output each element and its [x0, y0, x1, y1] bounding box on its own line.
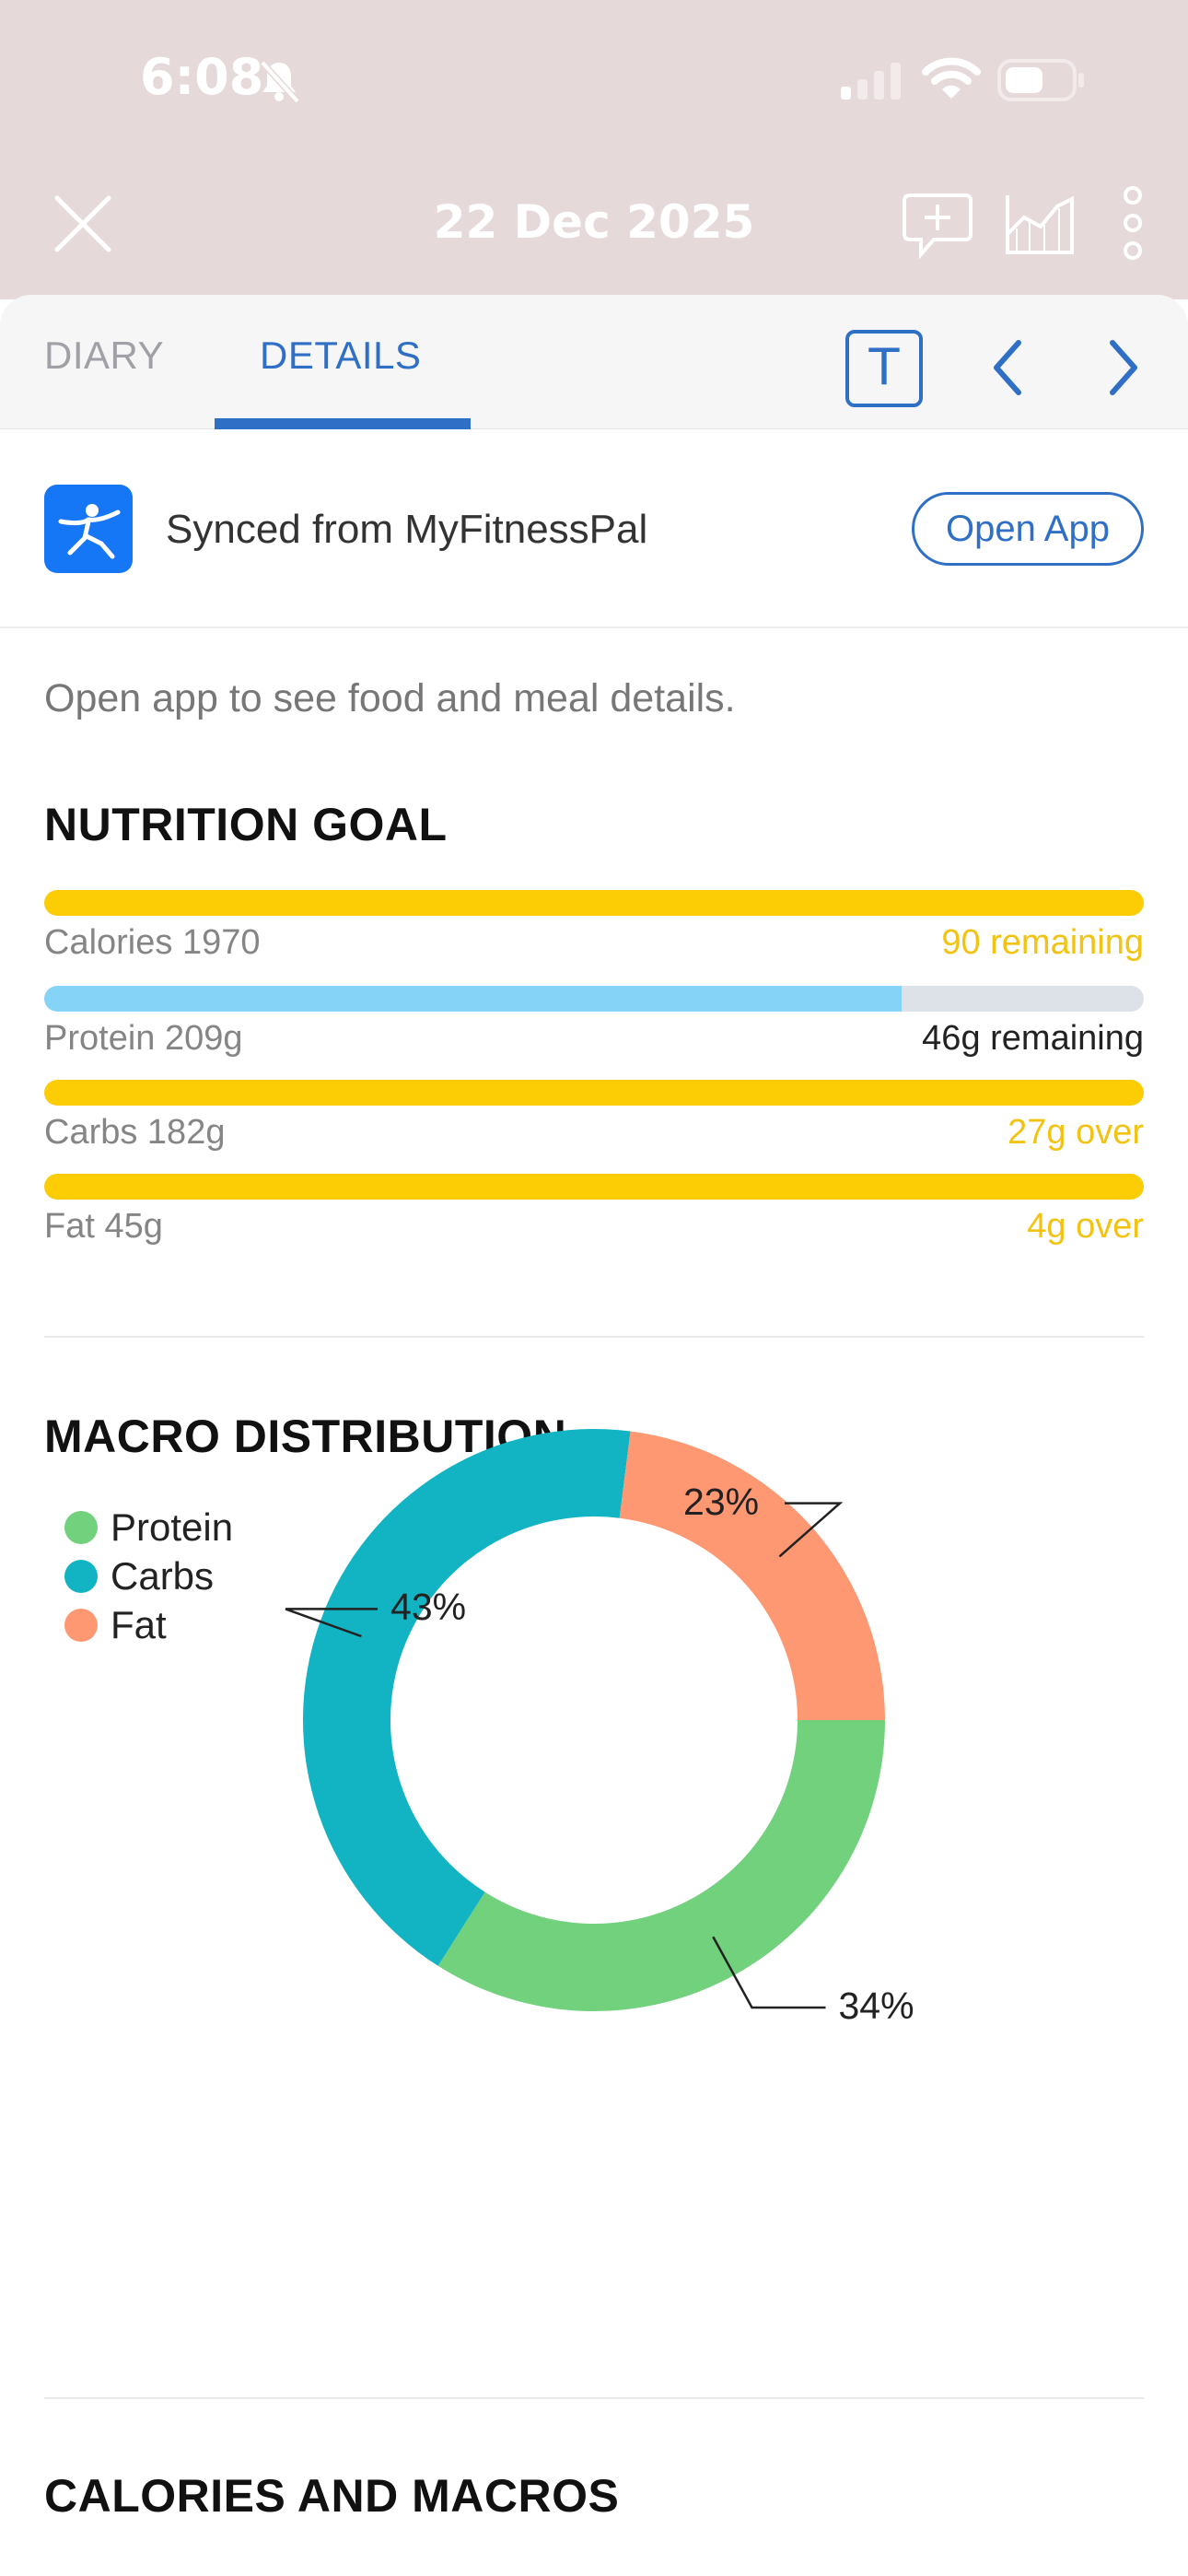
- goal-bar-track: [44, 1174, 1144, 1200]
- nutrition-goal-title: NUTRITION GOAL: [44, 799, 448, 850]
- chart-icon[interactable]: [1004, 192, 1076, 261]
- wifi-icon: [921, 55, 982, 106]
- active-tab-indicator: [215, 418, 471, 429]
- calories-macros-title: CALORIES AND MACROS: [44, 2470, 620, 2522]
- goal-label: Fat 45g: [44, 1207, 163, 1246]
- goal-status: 46g remaining: [922, 1019, 1144, 1058]
- details-hint: Open app to see food and meal details.: [44, 676, 736, 720]
- goal-label: Protein 209g: [44, 1019, 243, 1058]
- legend-label: Carbs: [111, 1554, 215, 1598]
- status-time: 6:08: [140, 48, 264, 106]
- donut-slice-protein[interactable]: [437, 1720, 885, 2011]
- battery-icon: [997, 59, 1086, 106]
- donut-slice-fat[interactable]: [619, 1431, 886, 1720]
- goal-bar-fill: [44, 1080, 1144, 1106]
- goal-bar-fill: [44, 890, 1144, 916]
- macro-donut-chart: [285, 1428, 886, 2011]
- donut-slice-carbs[interactable]: [302, 1428, 631, 1966]
- add-comment-icon[interactable]: [901, 192, 974, 266]
- legend-label: Protein: [111, 1505, 234, 1549]
- donut-percent-label: 43%: [390, 1586, 467, 1629]
- goal-bar-track: [44, 1080, 1144, 1106]
- chevron-right-icon[interactable]: [1101, 335, 1146, 404]
- chevron-left-icon[interactable]: [985, 335, 1030, 404]
- tab-details[interactable]: DETAILS: [260, 334, 422, 377]
- goal-label: Carbs 182g: [44, 1113, 226, 1152]
- sync-row: Synced from MyFitnessPal Open App: [0, 429, 1188, 628]
- goal-row-fat: Fat 45g 4g over: [44, 1174, 1144, 1257]
- goal-bar-fill: [44, 1174, 1144, 1200]
- donut-leader-line: [778, 1502, 844, 1558]
- goal-status: 90 remaining: [941, 923, 1144, 962]
- section-divider: [44, 2397, 1144, 2399]
- section-divider: [44, 1336, 1144, 1338]
- tab-diary[interactable]: DIARY: [44, 334, 165, 377]
- close-icon[interactable]: [48, 189, 118, 259]
- goal-row-protein: Protein 209g 46g remaining: [44, 986, 1144, 1069]
- donut-percent-label: 23%: [683, 1480, 760, 1523]
- donut-leader-line: [285, 1608, 379, 1638]
- goal-bar-track: [44, 890, 1144, 916]
- bell-muted-icon: [255, 57, 303, 110]
- cellular-signal-icon: [841, 61, 905, 106]
- donut-percent-label: 34%: [838, 1984, 914, 2027]
- legend-dot: [64, 1609, 98, 1642]
- goal-status: 4g over: [1027, 1207, 1144, 1246]
- goal-label: Calories 1970: [44, 923, 261, 962]
- legend-dot: [64, 1511, 98, 1544]
- goal-row-carbs: Carbs 182g 27g over: [44, 1080, 1144, 1163]
- open-app-button[interactable]: Open App: [912, 492, 1144, 566]
- nav-bar: [0, 161, 1188, 299]
- legend-label: Fat: [111, 1603, 167, 1646]
- more-options-icon[interactable]: [1114, 184, 1151, 266]
- donut-leader-line: [712, 1936, 826, 2009]
- status-bar: 6:08: [0, 0, 1188, 161]
- sync-source-text: Synced from MyFitnessPal: [166, 507, 648, 552]
- tab-bar: DIARY DETAILS T: [0, 295, 1188, 429]
- goal-bar-fill: [44, 986, 903, 1012]
- text-mode-button[interactable]: T: [845, 330, 923, 407]
- goal-status: 27g over: [1007, 1113, 1144, 1152]
- myfitnesspal-logo: [44, 485, 133, 573]
- details-sheet: DIARY DETAILS T Synced from MyFitnessPal…: [0, 295, 1188, 2576]
- date-title[interactable]: 22 Dec 2025: [433, 195, 755, 249]
- legend-dot: [64, 1560, 98, 1593]
- goal-bar-track: [44, 986, 1144, 1012]
- goal-row-calories: Calories 1970 90 remaining: [44, 890, 1144, 973]
